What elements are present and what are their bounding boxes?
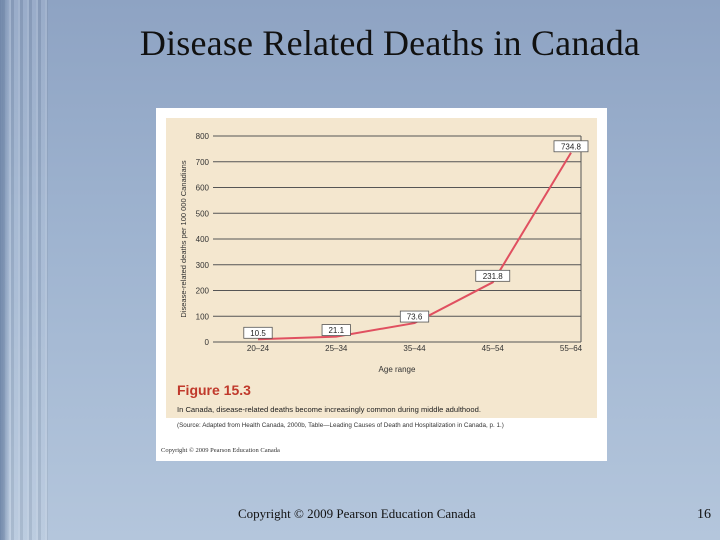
data-label: 10.5: [250, 329, 266, 338]
data-label: 231.8: [483, 272, 504, 281]
y-tick-label: 800: [196, 132, 210, 141]
y-tick-label: 0: [205, 338, 210, 347]
x-tick-label: 20–24: [247, 344, 270, 353]
data-label-box: [243, 326, 273, 339]
data-label-box: [399, 310, 430, 323]
data-label: 21.1: [328, 326, 344, 335]
data-label-box: [321, 324, 351, 336]
y-axis-title: Disease-related deaths per 100 000 Canad…: [179, 160, 188, 317]
data-label: 73.6: [407, 313, 423, 322]
x-tick-label: 25–34: [325, 344, 348, 353]
y-tick-label: 600: [196, 184, 210, 193]
y-tick-label: 500: [196, 209, 210, 218]
data-label-box: [475, 269, 511, 282]
x-tick-label: 45–54: [482, 344, 505, 353]
data-label: 734.8: [561, 142, 582, 151]
line-chart: 0 100 200 300 400 500 600 700 800 Disease-related…: [179, 132, 589, 374]
y-tick-label: 700: [196, 158, 210, 167]
x-tick-label: 35–44: [403, 344, 426, 353]
page-number: 16: [697, 507, 711, 522]
figure-label: Figure 15.3: [177, 382, 251, 398]
data-label-box: [553, 140, 589, 153]
figure-copyright: Copyright © 2009 Pearson Education Canad…: [161, 447, 280, 454]
footer-copyright: Copyright © 2009 Pearson Education Canad…: [238, 506, 476, 521]
series-line: [257, 152, 572, 341]
y-tick-label: 400: [196, 235, 210, 244]
y-tick-label: 100: [196, 312, 210, 321]
figure-source: (Source: Adapted from Health Canada, 200…: [177, 422, 504, 429]
chart-background: [166, 118, 597, 418]
x-axis-title: Age range: [379, 365, 416, 374]
left-edge-shadow: [0, 0, 10, 540]
y-tick-label: 200: [196, 287, 210, 296]
y-tick-label: 300: [196, 261, 210, 270]
slide-title: Disease Related Deaths in Canada: [139, 23, 641, 63]
x-tick-label: 55–64: [560, 344, 583, 353]
figure-panel: 0 100 200 300 400 500 600 700 800 Disease-related…: [156, 108, 607, 461]
figure-caption: In Canada, disease-related deaths become…: [177, 405, 481, 414]
